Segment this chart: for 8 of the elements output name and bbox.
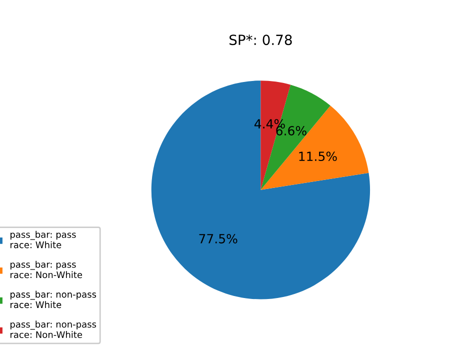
pie-slice	[151, 80, 370, 300]
data-label: 77.5%	[199, 234, 238, 244]
data-label: 11.5%	[299, 152, 337, 162]
legend-label: pass_bar: non-pass race: Non-White	[10, 320, 96, 338]
legend-label: pass_bar: non-pass race: White	[10, 290, 96, 308]
legend-label: pass_bar: pass race: White	[10, 230, 76, 248]
legend-label: pass_bar: pass race: Non-White	[10, 260, 82, 278]
chart-title: SP*: 0.78	[230, 34, 292, 46]
